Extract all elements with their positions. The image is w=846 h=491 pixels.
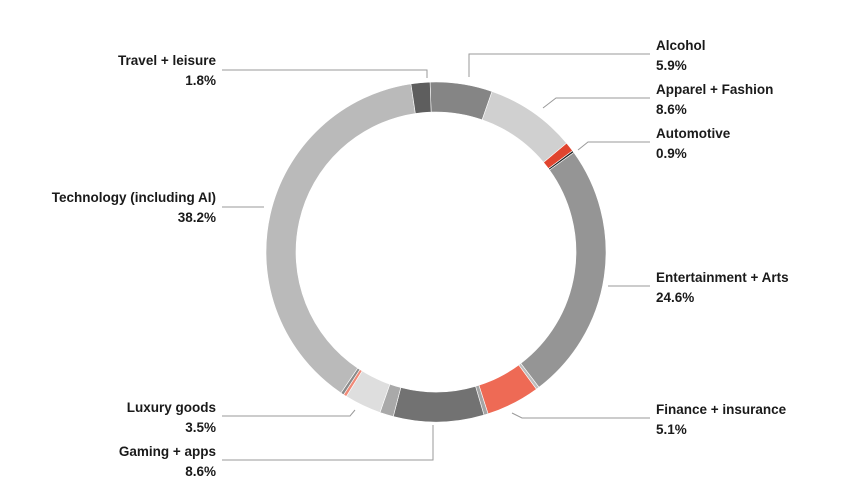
slice-entertainment bbox=[520, 152, 607, 388]
value-luxury: 3.5% bbox=[185, 420, 216, 435]
label-automotive: Automotive bbox=[656, 126, 731, 141]
label-finance: Finance + insurance bbox=[656, 402, 787, 417]
label-apparel: Apparel + Fashion bbox=[656, 82, 773, 97]
value-automotive: 0.9% bbox=[656, 146, 687, 161]
value-entertainment: 24.6% bbox=[656, 290, 694, 305]
leader-line-travel bbox=[222, 69, 428, 78]
leader-line-apparel bbox=[542, 97, 650, 109]
label-gaming: Gaming + apps bbox=[119, 444, 216, 459]
slice-apparel bbox=[481, 91, 568, 163]
slice-gaming bbox=[392, 385, 485, 423]
value-technology: 38.2% bbox=[178, 210, 216, 225]
leader-line-alcohol bbox=[468, 53, 650, 77]
slice-travel bbox=[410, 81, 432, 114]
value-gaming: 8.6% bbox=[185, 464, 216, 479]
value-alcohol: 5.9% bbox=[656, 58, 687, 73]
label-entertainment: Entertainment + Arts bbox=[656, 270, 789, 285]
value-finance: 5.1% bbox=[656, 422, 687, 437]
label-travel: Travel + leisure bbox=[118, 53, 216, 68]
leader-line-automotive bbox=[577, 141, 650, 151]
leader-lines bbox=[222, 53, 650, 461]
slice-alcohol bbox=[429, 81, 493, 121]
value-travel: 1.8% bbox=[185, 73, 216, 88]
label-alcohol: Alcohol bbox=[656, 38, 706, 53]
leader-line-finance bbox=[511, 412, 650, 419]
label-luxury: Luxury goods bbox=[127, 400, 216, 415]
label-technology: Technology (including AI) bbox=[52, 190, 216, 205]
slice-labels: Alcohol 5.9% Apparel + Fashion 8.6% Automoti… bbox=[52, 38, 789, 479]
leader-line-luxury bbox=[222, 409, 356, 417]
donut-slices bbox=[265, 81, 607, 423]
slice-technology bbox=[265, 83, 416, 394]
leader-line-gaming bbox=[222, 425, 434, 461]
value-apparel: 8.6% bbox=[656, 102, 687, 117]
